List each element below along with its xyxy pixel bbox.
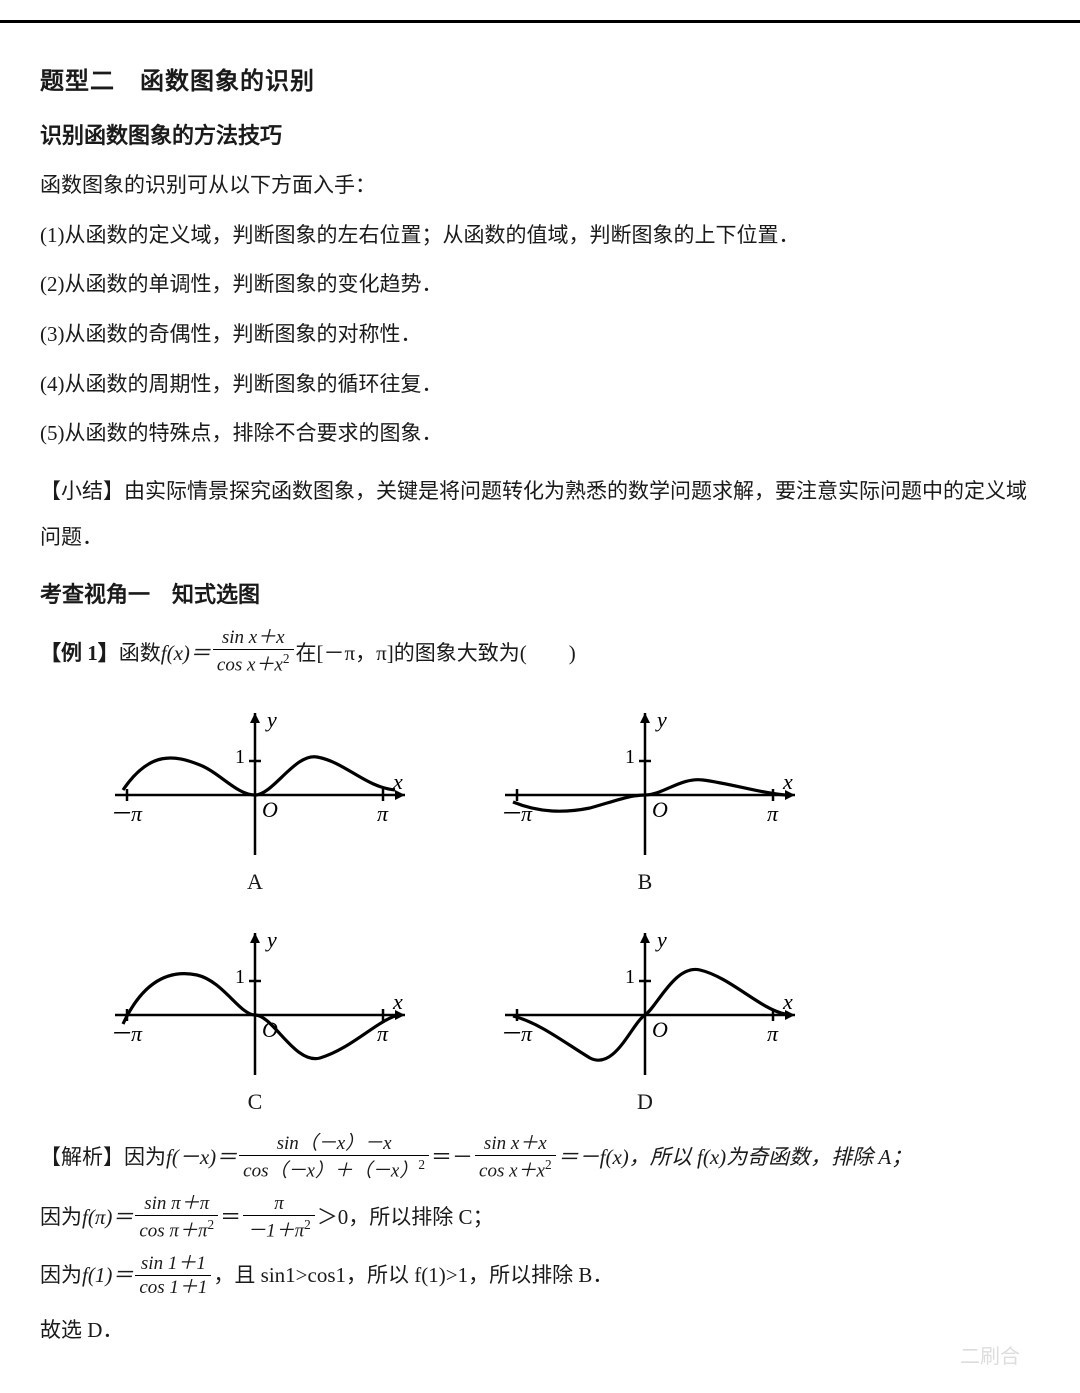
example-label: 【例 1】 bbox=[40, 637, 119, 667]
example-fraction: sin x＋x cos x＋x2 bbox=[213, 627, 294, 677]
perspective-heading: 考查视角一 知式选图 bbox=[40, 577, 1040, 609]
fraction-denominator: cos x＋x2 bbox=[213, 649, 294, 676]
chart-label-c: C bbox=[248, 1089, 263, 1115]
solution-step2: 因为 f(π)＝ sin π＋π cos π＋π2 ＝ π －1＋π2 ＞0，所… bbox=[40, 1193, 1040, 1243]
solution-step1: 【解析】 因为 f(－x)＝ sin（－x）－x cos（－x）＋（－x）2 ＝… bbox=[40, 1133, 1040, 1183]
solution-label: 【解析】 bbox=[40, 1141, 124, 1175]
solution-step3: 因为 f(1)＝ sin 1＋1 cos 1＋1 ，且 sin1>cos1，所以… bbox=[40, 1253, 1040, 1300]
step1-tail: ＝－f(x)，所以 f(x)为奇函数，排除 A； bbox=[558, 1141, 913, 1175]
list-item: (3)从函数的奇偶性，判断图象的对称性． bbox=[40, 317, 1040, 353]
step2-lhs: f(π)＝ bbox=[82, 1201, 133, 1235]
svg-text:y: y bbox=[265, 927, 277, 952]
svg-text:π: π bbox=[767, 1021, 779, 1046]
step3-lhs: f(1)＝ bbox=[82, 1259, 133, 1293]
step2-frac1: sin π＋π cos π＋π2 bbox=[135, 1193, 218, 1243]
example-suffix: 在[－π，π]的图象大致为( ) bbox=[296, 637, 576, 667]
chart-option-c: y 1 －π π x O C bbox=[80, 915, 430, 1115]
svg-text:1: 1 bbox=[625, 746, 635, 768]
chart-option-a: y 1 －π π x O A bbox=[80, 695, 430, 895]
step2-frac2: π －1＋π2 bbox=[243, 1193, 315, 1243]
chart-label-b: B bbox=[638, 869, 653, 895]
solution-final: 故选 D． bbox=[40, 1313, 1040, 1349]
step3-tail: ，且 sin1>cos1，所以 f(1)>1，所以排除 B． bbox=[213, 1259, 613, 1293]
svg-text:－π: －π bbox=[499, 1021, 533, 1046]
svg-text:－π: －π bbox=[109, 801, 143, 826]
svg-text:O: O bbox=[652, 1017, 668, 1042]
chart-label-d: D bbox=[637, 1089, 653, 1115]
step3-frac: sin 1＋1 cos 1＋1 bbox=[135, 1253, 211, 1300]
svg-text:1: 1 bbox=[235, 746, 245, 768]
step2-eq: ＝ bbox=[220, 1201, 241, 1235]
list-item: (5)从函数的特殊点，排除不合要求的图象． bbox=[40, 416, 1040, 452]
watermark-text: 二刷合 bbox=[960, 1340, 1020, 1369]
list-item: (1)从函数的定义域，判断图象的左右位置；从函数的值域，判断图象的上下位置． bbox=[40, 218, 1040, 254]
svg-text:x: x bbox=[392, 989, 403, 1014]
svg-text:1: 1 bbox=[235, 966, 245, 988]
svg-text:y: y bbox=[265, 707, 277, 732]
svg-text:π: π bbox=[767, 801, 779, 826]
svg-text:y: y bbox=[655, 927, 667, 952]
intro-line: 函数图象的识别可从以下方面入手： bbox=[40, 168, 1040, 204]
example-prefix: 函数 bbox=[119, 637, 161, 667]
step1-eq: ＝－ bbox=[431, 1141, 473, 1175]
chart-option-d: y 1 －π π x O D bbox=[470, 915, 820, 1115]
svg-text:y: y bbox=[655, 707, 667, 732]
chart-c-svg: y 1 －π π x O bbox=[95, 915, 415, 1085]
step2-tail: ＞0，所以排除 C； bbox=[317, 1201, 494, 1235]
list-item: (2)从函数的单调性，判断图象的变化趋势． bbox=[40, 267, 1040, 303]
svg-text:－π: －π bbox=[109, 1021, 143, 1046]
list-item: (4)从函数的周期性，判断图象的循环往复． bbox=[40, 367, 1040, 403]
step1-frac2: sin x＋x cos x＋x2 bbox=[475, 1133, 556, 1183]
step1-frac1: sin（－x）－x cos（－x）＋（－x）2 bbox=[239, 1133, 429, 1183]
svg-text:1: 1 bbox=[625, 966, 635, 988]
svg-text:x: x bbox=[782, 769, 793, 794]
svg-text:π: π bbox=[377, 801, 389, 826]
svg-text:x: x bbox=[782, 989, 793, 1014]
step2-prefix: 因为 bbox=[40, 1201, 82, 1235]
sub-heading: 识别函数图象的方法技巧 bbox=[40, 118, 1040, 150]
step3-prefix: 因为 bbox=[40, 1259, 82, 1293]
svg-text:O: O bbox=[262, 797, 278, 822]
chart-d-svg: y 1 －π π x O bbox=[485, 915, 805, 1085]
chart-a-svg: y 1 －π π x O bbox=[95, 695, 415, 865]
option-charts-grid: y 1 －π π x O A y 1 －π π bbox=[80, 695, 820, 1115]
step1-prefix: 因为 bbox=[124, 1141, 166, 1175]
section-heading: 题型二 函数图象的识别 bbox=[40, 61, 1040, 96]
step1-lhs: f(－x)＝ bbox=[166, 1141, 237, 1175]
example-fx: f(x)＝ bbox=[161, 637, 211, 667]
fraction-numerator: sin x＋x bbox=[213, 627, 294, 650]
chart-label-a: A bbox=[247, 869, 263, 895]
example-statement: 【例 1】 函数 f(x)＝ sin x＋x cos x＋x2 在[－π，π]的… bbox=[40, 627, 1040, 677]
document-page: 题型二 函数图象的识别 识别函数图象的方法技巧 函数图象的识别可从以下方面入手：… bbox=[0, 20, 1080, 1393]
svg-text:O: O bbox=[652, 797, 668, 822]
summary-paragraph: 【小结】由实际情景探究函数图象，关键是将问题转化为熟悉的数学问题求解，要注意实际… bbox=[40, 468, 1040, 560]
chart-option-b: y 1 －π π x O B bbox=[470, 695, 820, 895]
chart-b-svg: y 1 －π π x O bbox=[485, 695, 805, 865]
